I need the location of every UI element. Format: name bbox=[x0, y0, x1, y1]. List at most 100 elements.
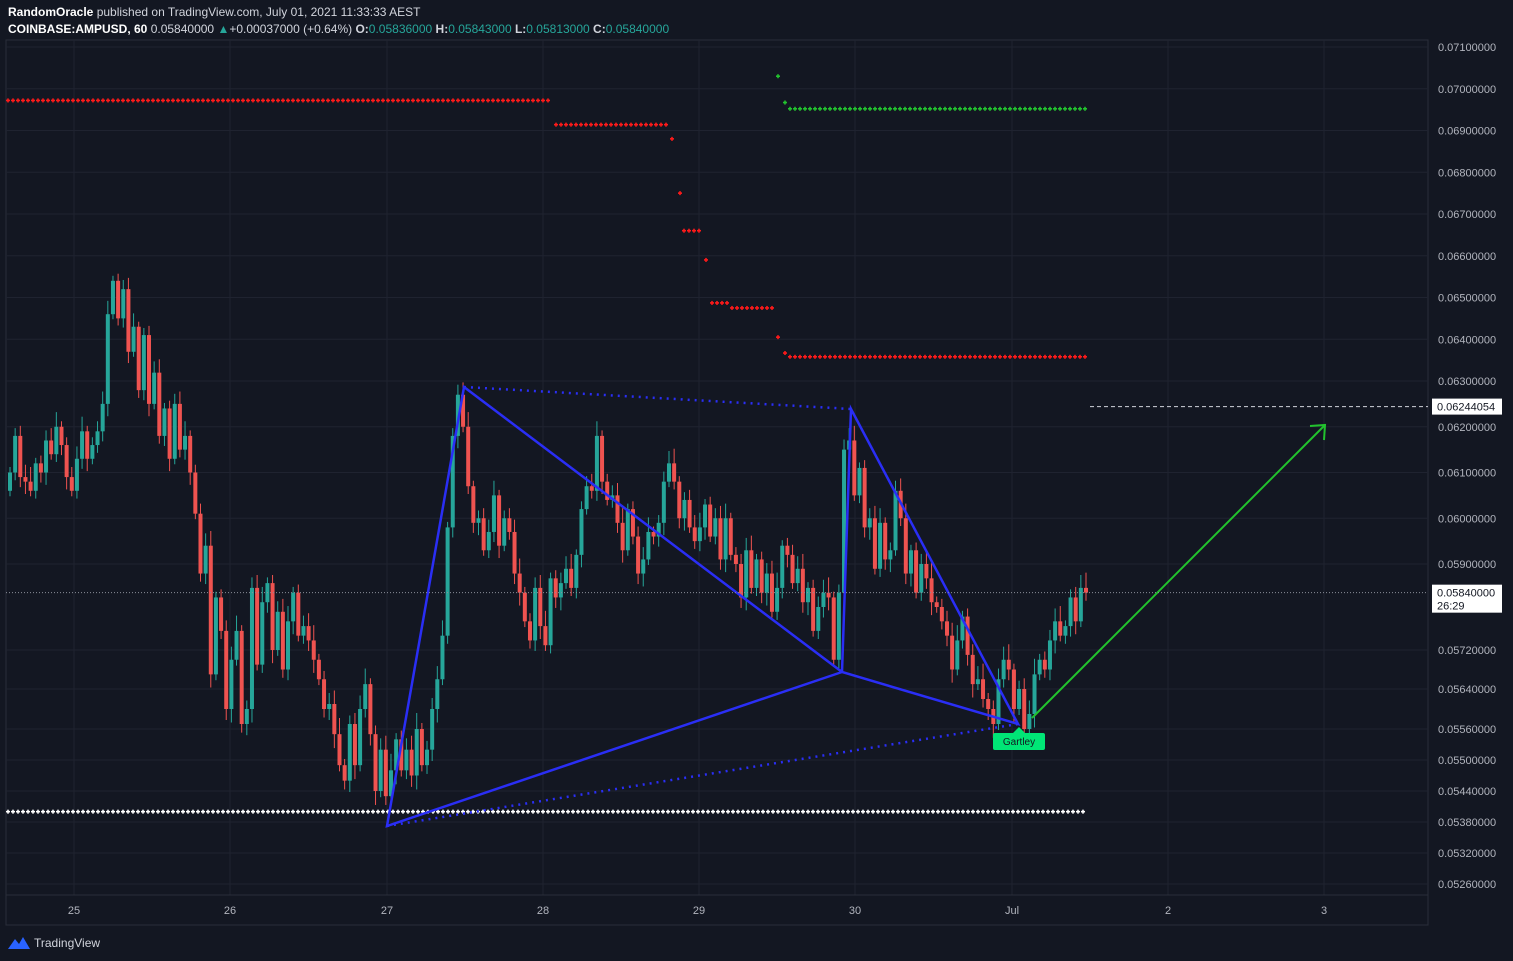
candle bbox=[934, 596, 939, 613]
candle bbox=[419, 723, 424, 772]
candle bbox=[244, 700, 249, 736]
candle bbox=[368, 678, 373, 746]
high-value: 0.05843000 bbox=[448, 22, 512, 36]
candle bbox=[1011, 663, 1016, 723]
candle bbox=[527, 613, 532, 649]
candle bbox=[59, 421, 64, 456]
candle bbox=[656, 515, 661, 547]
candle bbox=[208, 531, 213, 688]
candle bbox=[8, 467, 12, 497]
candle bbox=[692, 515, 697, 549]
pattern-ac-dotted bbox=[463, 385, 852, 411]
green-level-marker bbox=[776, 74, 780, 79]
candle bbox=[903, 503, 908, 585]
y-tick-label: 0.05500000 bbox=[1438, 755, 1496, 767]
gartley-pattern[interactable]: Gartley bbox=[385, 384, 1327, 828]
candle bbox=[641, 547, 646, 587]
candle bbox=[342, 758, 347, 790]
candle bbox=[600, 430, 605, 495]
candle bbox=[110, 275, 115, 320]
last-price-box bbox=[1432, 584, 1502, 613]
resistance-level-2 bbox=[554, 122, 668, 127]
resistance-step bbox=[776, 335, 780, 340]
candle bbox=[90, 437, 95, 465]
tradingview-brand[interactable]: TradingView bbox=[34, 936, 101, 950]
countdown-label: 26:29 bbox=[1437, 601, 1465, 613]
candle bbox=[141, 327, 146, 401]
candle bbox=[543, 610, 548, 651]
candle bbox=[1058, 606, 1063, 642]
candle bbox=[80, 416, 85, 469]
y-tick-label: 0.06000000 bbox=[1438, 513, 1496, 525]
candle bbox=[666, 450, 671, 488]
candle bbox=[95, 421, 100, 453]
candle bbox=[296, 584, 301, 642]
author-name[interactable]: RandomOracle bbox=[8, 5, 94, 19]
candle bbox=[306, 613, 311, 651]
high-label: H: bbox=[435, 22, 449, 36]
candle bbox=[249, 577, 254, 723]
candle bbox=[955, 625, 960, 676]
y-tick-label: 0.05640000 bbox=[1438, 684, 1496, 696]
candle bbox=[878, 508, 883, 577]
candle bbox=[620, 508, 625, 563]
price-axis[interactable]: 0.07100000 0.07000000 0.06900000 0.06800000… bbox=[6, 42, 1502, 891]
candle bbox=[579, 501, 584, 568]
candle bbox=[975, 666, 980, 690]
candle bbox=[795, 556, 800, 592]
tradingview-logo-icon[interactable] bbox=[8, 935, 30, 951]
candle bbox=[1042, 651, 1047, 678]
y-tick-label: 0.05900000 bbox=[1438, 559, 1496, 571]
resistance-step bbox=[730, 305, 774, 310]
candle bbox=[517, 558, 522, 606]
candle bbox=[311, 625, 316, 673]
y-tick-label: 0.05440000 bbox=[1438, 786, 1496, 798]
candle bbox=[502, 510, 507, 552]
candle bbox=[507, 508, 512, 540]
price-chart[interactable]: Gartley 0.071000000.070000000.069000000.… bbox=[0, 0, 1513, 926]
candle bbox=[378, 738, 383, 798]
candle bbox=[703, 499, 708, 540]
x-tick-label: 2 bbox=[1165, 905, 1171, 917]
candle bbox=[358, 695, 363, 772]
x-tick-label: 27 bbox=[381, 905, 393, 917]
candle bbox=[224, 620, 229, 720]
candle bbox=[23, 464, 28, 495]
x-tick-label: 25 bbox=[68, 905, 80, 917]
candle bbox=[1047, 629, 1052, 681]
candle bbox=[162, 402, 167, 446]
target-price-label: 0.06244054 bbox=[1437, 402, 1495, 414]
candle bbox=[872, 505, 877, 575]
symbol-label[interactable]: COINBASE:AMPUSD, 60 bbox=[8, 22, 148, 36]
candle bbox=[49, 428, 54, 460]
candle bbox=[121, 279, 126, 328]
candle bbox=[445, 521, 450, 644]
target-price-box bbox=[1432, 398, 1502, 415]
gartley-badge bbox=[993, 733, 1045, 750]
candle bbox=[697, 512, 702, 552]
candle bbox=[1053, 608, 1058, 654]
candle bbox=[291, 586, 296, 635]
pattern-xd-dotted bbox=[386, 722, 1019, 828]
candle bbox=[728, 512, 733, 561]
y-tick-label: 0.06700000 bbox=[1438, 209, 1496, 221]
candle bbox=[157, 359, 162, 444]
candle bbox=[471, 480, 476, 533]
candle bbox=[883, 517, 888, 570]
candle bbox=[64, 437, 69, 490]
last-price: 0.05840000 bbox=[150, 22, 215, 36]
candle bbox=[44, 430, 49, 485]
candle bbox=[682, 492, 687, 531]
candle bbox=[924, 551, 929, 589]
candle bbox=[69, 467, 74, 497]
candle bbox=[996, 668, 1001, 731]
candle bbox=[939, 598, 944, 630]
candle bbox=[404, 738, 409, 780]
candle bbox=[970, 644, 975, 698]
candle bbox=[435, 666, 440, 723]
candle bbox=[981, 663, 986, 708]
time-axis[interactable]: 25 26 27 28 29 30 Jul 2 3 bbox=[6, 894, 1428, 917]
x-tick-label: 30 bbox=[849, 905, 861, 917]
candle bbox=[533, 577, 538, 651]
low-value: 0.05813000 bbox=[526, 22, 590, 36]
